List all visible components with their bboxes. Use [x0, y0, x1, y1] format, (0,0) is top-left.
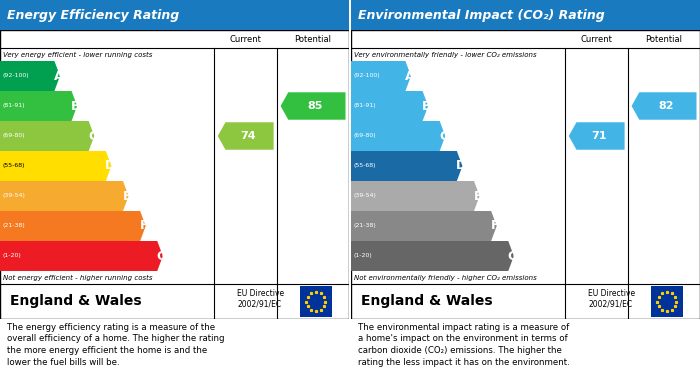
Text: (92-100): (92-100) — [3, 74, 29, 79]
Polygon shape — [0, 181, 129, 211]
Text: (81-91): (81-91) — [354, 104, 377, 108]
Text: A: A — [53, 70, 63, 83]
Polygon shape — [0, 211, 146, 241]
Text: (1-20): (1-20) — [3, 253, 22, 258]
Polygon shape — [351, 211, 497, 241]
Text: E: E — [122, 190, 131, 203]
Text: Not energy efficient - higher running costs: Not energy efficient - higher running co… — [4, 274, 153, 281]
Text: (55-68): (55-68) — [3, 163, 25, 169]
Text: (81-91): (81-91) — [3, 104, 25, 108]
Text: EU Directive
2002/91/EC: EU Directive 2002/91/EC — [588, 289, 636, 308]
Text: 82: 82 — [659, 101, 674, 111]
Text: (21-38): (21-38) — [354, 224, 377, 228]
Text: B: B — [71, 99, 80, 113]
Text: E: E — [474, 190, 482, 203]
Text: B: B — [421, 99, 431, 113]
Text: D: D — [104, 160, 115, 172]
Text: Current: Current — [230, 34, 262, 43]
Polygon shape — [631, 92, 696, 120]
Text: (55-68): (55-68) — [354, 163, 377, 169]
Polygon shape — [351, 61, 411, 91]
Text: 85: 85 — [308, 101, 323, 111]
Text: Potential: Potential — [645, 34, 682, 43]
FancyBboxPatch shape — [651, 286, 682, 317]
Text: Environmental Impact (CO₂) Rating: Environmental Impact (CO₂) Rating — [358, 9, 605, 22]
Text: 71: 71 — [592, 131, 607, 141]
Polygon shape — [0, 121, 94, 151]
Text: Current: Current — [581, 34, 612, 43]
Text: Very environmentally friendly - lower CO₂ emissions: Very environmentally friendly - lower CO… — [354, 52, 537, 57]
Text: (69-80): (69-80) — [354, 133, 377, 138]
Bar — [351, 0, 700, 30]
Text: (39-54): (39-54) — [354, 194, 377, 199]
Text: F: F — [140, 219, 148, 233]
Polygon shape — [281, 92, 346, 120]
Text: EU Directive
2002/91/EC: EU Directive 2002/91/EC — [237, 289, 284, 308]
FancyBboxPatch shape — [300, 286, 332, 317]
Text: (21-38): (21-38) — [3, 224, 25, 228]
Text: D: D — [456, 160, 466, 172]
Text: F: F — [491, 219, 499, 233]
Text: England & Wales: England & Wales — [10, 294, 142, 308]
Text: England & Wales: England & Wales — [361, 294, 493, 308]
Polygon shape — [0, 91, 77, 121]
Text: A: A — [405, 70, 414, 83]
Polygon shape — [0, 241, 163, 271]
Text: C: C — [88, 129, 97, 142]
Polygon shape — [351, 121, 445, 151]
Text: G: G — [156, 249, 167, 262]
Text: (92-100): (92-100) — [354, 74, 380, 79]
Polygon shape — [351, 181, 480, 211]
Text: Energy Efficiency Rating: Energy Efficiency Rating — [7, 9, 179, 22]
Polygon shape — [569, 122, 624, 150]
Text: (1-20): (1-20) — [354, 253, 372, 258]
Polygon shape — [0, 151, 111, 181]
Polygon shape — [351, 151, 463, 181]
Text: The environmental impact rating is a measure of
a home's impact on the environme: The environmental impact rating is a mea… — [358, 323, 570, 367]
Text: C: C — [439, 129, 448, 142]
Text: (69-80): (69-80) — [3, 133, 25, 138]
Polygon shape — [351, 91, 428, 121]
Text: The energy efficiency rating is a measure of the
overall efficiency of a home. T: The energy efficiency rating is a measur… — [7, 323, 225, 367]
Polygon shape — [218, 122, 274, 150]
Text: Very energy efficient - lower running costs: Very energy efficient - lower running co… — [4, 52, 153, 57]
Text: G: G — [507, 249, 517, 262]
Bar — [0, 0, 349, 30]
Text: Not environmentally friendly - higher CO₂ emissions: Not environmentally friendly - higher CO… — [354, 274, 537, 281]
Text: (39-54): (39-54) — [3, 194, 26, 199]
Text: 74: 74 — [240, 131, 256, 141]
Polygon shape — [351, 241, 514, 271]
Text: Potential: Potential — [295, 34, 332, 43]
Polygon shape — [0, 61, 60, 91]
